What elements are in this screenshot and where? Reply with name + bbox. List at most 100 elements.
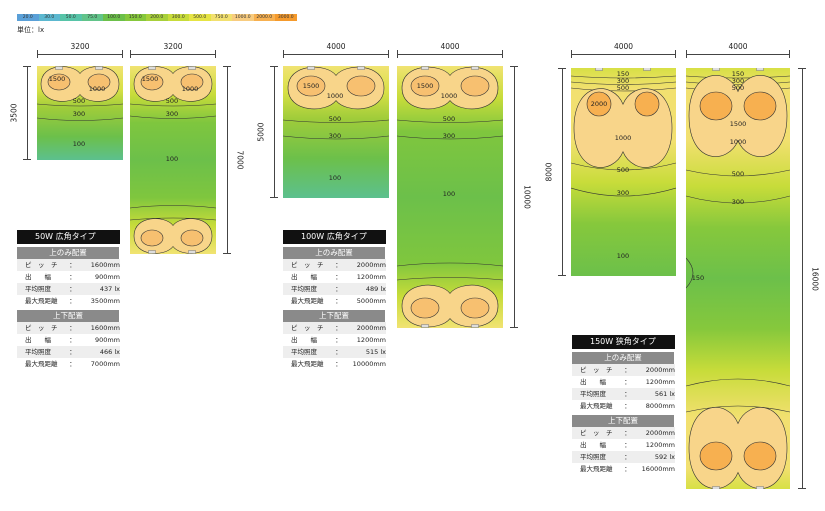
spec-key: 平均照度 xyxy=(291,285,317,293)
spec-100w: 100W 広角タイプ 上のみ配置 ピ ッ チ ： 2000mm 出 幅 ： 1200mm 平… xyxy=(283,230,386,370)
spec-sep: ： xyxy=(69,348,76,356)
isolux-map-150w-top-only: 150 300 500 2000 1000 500 300 100 xyxy=(571,68,676,276)
isolux-contour xyxy=(283,135,389,140)
spec-key: ピ ッ チ xyxy=(291,324,324,332)
spec-value: 2000mm xyxy=(356,324,387,332)
spec-row: 最大飛距離 ： 7000mm xyxy=(17,358,120,370)
contour-label: 150 xyxy=(692,274,704,282)
spec-row: 出 幅 ： 1200mm xyxy=(283,334,386,346)
scale-swatch: 2000.0 xyxy=(253,14,275,21)
spec-key: ピ ッ チ xyxy=(580,366,613,374)
contour-label: 500 xyxy=(732,170,744,178)
contour-label: 1000 xyxy=(327,92,344,100)
spec-value: 2000mm xyxy=(645,429,676,437)
spec-value: 2000mm xyxy=(356,261,387,269)
spec-key: 最大飛距離 xyxy=(291,360,324,368)
scale-swatch: 20.0 xyxy=(17,14,39,21)
contour-label: 300 xyxy=(732,198,744,206)
isolux-contour xyxy=(686,257,694,289)
section-top-only: 上のみ配置 xyxy=(572,352,674,364)
spec-value: 466 lx xyxy=(99,348,121,356)
spec-sep: ： xyxy=(335,348,342,356)
luminaire-icon xyxy=(643,68,651,71)
isolux-contour xyxy=(397,135,503,140)
spec-row: 出 幅 ： 900mm xyxy=(17,271,120,283)
spec-key: ピ ッ チ xyxy=(291,261,324,269)
isolux-map-100w-top-only: 1500 1000 500 300 100 xyxy=(283,66,389,198)
spec-sep: ： xyxy=(624,465,631,473)
luminaire-icon xyxy=(471,66,479,70)
spec-sep: ： xyxy=(69,297,76,305)
spec-sep: ： xyxy=(624,366,631,374)
contour-label: 500 xyxy=(617,84,629,92)
spec-value: 561 lx xyxy=(654,390,676,398)
isolux-contour xyxy=(130,103,216,107)
contour-label: 1500 xyxy=(49,75,66,83)
section-top-only: 上のみ配置 xyxy=(17,247,119,259)
spec-key: 出 幅 xyxy=(580,378,606,386)
spec-sep: ： xyxy=(69,261,76,269)
spec-key: 出 幅 xyxy=(25,336,51,344)
isolux-contour xyxy=(686,195,790,204)
luminaire-icon xyxy=(756,68,764,71)
contour-label: 500 xyxy=(73,97,85,105)
spec-row: 最大飛距離 ： 8000mm xyxy=(572,400,675,412)
spec-value: 1200mm xyxy=(356,336,387,344)
isolux-contour xyxy=(686,378,790,387)
luminaire-icon xyxy=(421,324,429,328)
spec-key: 出 幅 xyxy=(291,336,317,344)
spec-sep: ： xyxy=(69,273,76,281)
spec-key: 最大飛距離 xyxy=(580,402,613,410)
luminaire-icon xyxy=(148,250,156,254)
spec-value: 1600mm xyxy=(90,261,121,269)
contour-label: 1500 xyxy=(730,120,747,128)
spec-value: 900mm xyxy=(94,336,121,344)
isolux-contour xyxy=(47,73,111,91)
scale-swatch: 750.0 xyxy=(210,14,232,21)
spec-sep: ： xyxy=(624,429,631,437)
luminaire-icon xyxy=(756,486,764,489)
scale-swatch: 30.0 xyxy=(38,14,60,21)
isolux-map-150w-top-bottom: 150 300 500 1500 1000 500 300 150 xyxy=(686,68,790,489)
dim-height-p150a: 8000 xyxy=(545,68,569,276)
spec-row: 出 幅 ： 1200mm xyxy=(572,376,675,388)
spec-value: 7000mm xyxy=(90,360,121,368)
luminaire-icon xyxy=(148,66,156,70)
scale-swatch: 500.0 xyxy=(189,14,211,21)
spec-value: 2000mm xyxy=(645,366,676,374)
spec-title: 150W 狭角タイプ xyxy=(572,335,675,349)
scale-swatch: 200.0 xyxy=(146,14,168,21)
spec-row: ピ ッ チ ： 2000mm xyxy=(283,322,386,334)
contour-label: 500 xyxy=(443,115,455,123)
isolux-contour xyxy=(410,75,490,97)
spec-150w: 150W 狭角タイプ 上のみ配置 ピ ッ チ ： 2000mm 出 幅 ： 1200mm 平… xyxy=(572,335,675,475)
spec-row: 最大飛距離 ： 10000mm xyxy=(283,358,386,370)
contour-label: 100 xyxy=(166,155,178,163)
section-top-bottom: 上下配置 xyxy=(572,415,674,427)
spec-sep: ： xyxy=(69,360,76,368)
dim-width-p50a: 3200 xyxy=(37,42,123,58)
contour-label: 1000 xyxy=(182,85,199,93)
contour-label: 150 xyxy=(732,70,744,78)
spec-row: ピ ッ チ ： 1600mm xyxy=(17,322,120,334)
spec-value: 1200mm xyxy=(356,273,387,281)
spec-50w: 50W 広角タイプ 上のみ配置 ピ ッ チ ： 1600mm 出 幅 ： 900mm 平均照… xyxy=(17,230,120,370)
isolux-map-50w-top-bottom: 1500 1000 500 300 100 xyxy=(130,66,216,254)
luminaire-icon xyxy=(421,66,429,70)
spec-sep: ： xyxy=(624,453,631,461)
scale-swatch: 50.0 xyxy=(60,14,82,21)
spec-value: 592 lx xyxy=(654,453,676,461)
spec-row: ピ ッ チ ： 2000mm xyxy=(572,364,675,376)
contour-label: 1500 xyxy=(417,82,434,90)
spec-key: 平均照度 xyxy=(25,348,51,356)
spec-value: 1200mm xyxy=(645,378,676,386)
contour-label: 100 xyxy=(443,190,455,198)
rows-150w-top: ピ ッ チ ： 2000mm 出 幅 ： 1200mm 平均照度 ： 561 lx 最大飛距離 ： 8… xyxy=(572,364,675,412)
isolux-contour xyxy=(410,297,490,319)
spec-key: 平均照度 xyxy=(580,390,606,398)
spec-value: 489 lx xyxy=(365,285,387,293)
isolux-contour xyxy=(699,441,777,471)
spec-key: 最大飛距離 xyxy=(291,297,324,305)
spec-row: ピ ッ チ ： 2000mm xyxy=(283,259,386,271)
contour-label: 300 xyxy=(166,110,178,118)
